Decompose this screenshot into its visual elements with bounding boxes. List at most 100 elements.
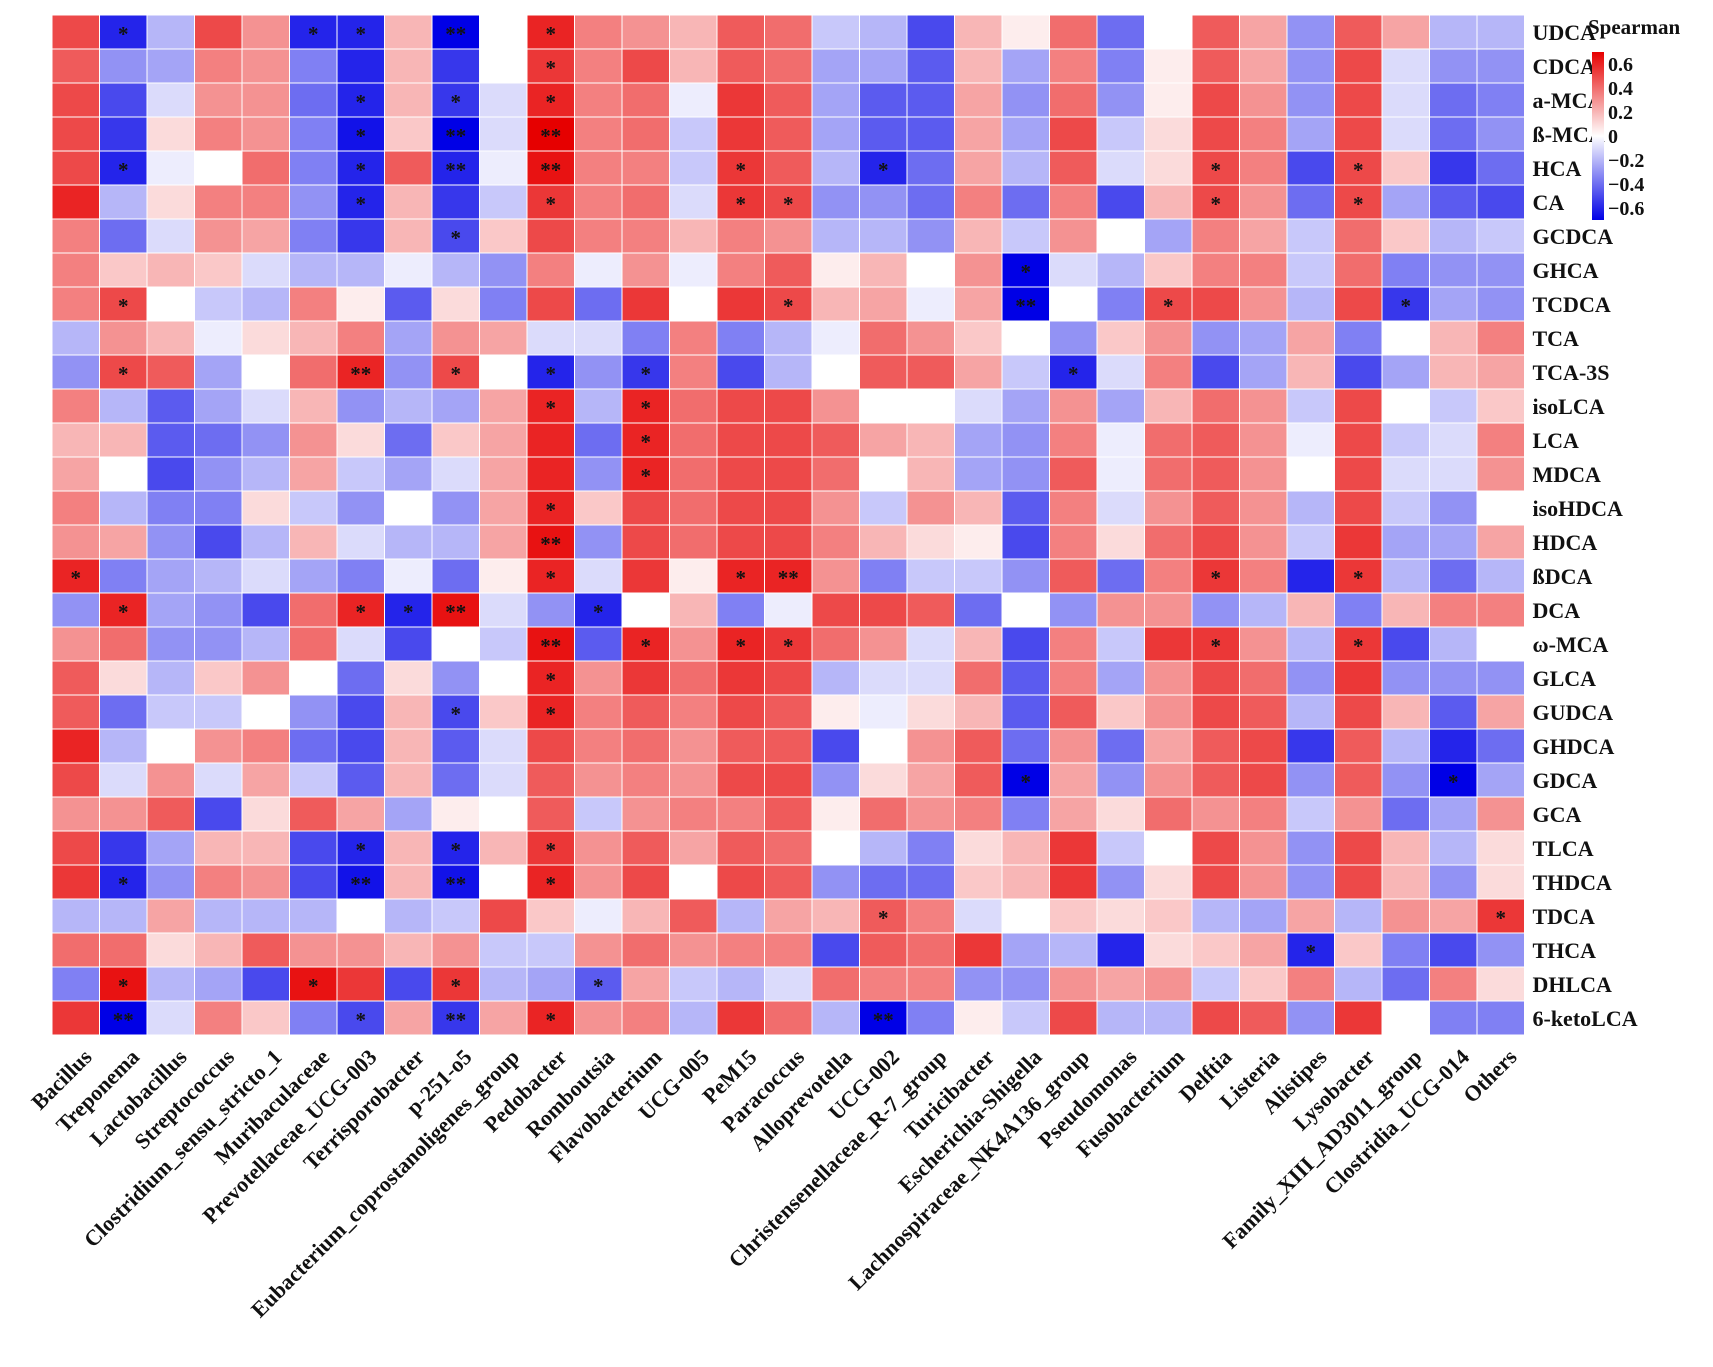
heatmap-cell <box>1239 48 1288 84</box>
heatmap-cell <box>51 422 100 458</box>
heatmap-cell <box>289 354 338 390</box>
heatmap-cell <box>764 898 813 934</box>
heatmap-cell <box>51 694 100 730</box>
heatmap-cell <box>336 524 385 560</box>
heatmap-cell <box>859 184 908 220</box>
heatmap-cell <box>1381 660 1430 696</box>
heatmap-cell <box>1334 524 1383 560</box>
heatmap-cell <box>146 14 195 50</box>
heatmap-cell <box>479 218 528 254</box>
heatmap-cell <box>574 150 623 186</box>
heatmap-cell <box>336 592 385 628</box>
heatmap-cell <box>906 490 955 526</box>
heatmap-cell <box>669 82 718 118</box>
significance-mark: * <box>71 566 82 590</box>
heatmap-cell <box>1286 354 1335 390</box>
heatmap-cell <box>526 932 575 968</box>
row-label: TCA <box>1533 326 1580 351</box>
heatmap-cell <box>1191 14 1240 50</box>
heatmap-cell <box>146 286 195 322</box>
heatmap-cell <box>716 48 765 84</box>
heatmap-cell <box>99 966 148 1002</box>
heatmap-cell <box>1096 490 1145 526</box>
heatmap-cell <box>669 626 718 662</box>
significance-mark: * <box>736 158 747 182</box>
heatmap-cell <box>1381 150 1430 186</box>
significance-mark: * <box>1068 362 1079 386</box>
heatmap-cell <box>1001 388 1050 424</box>
heatmap-cell <box>289 626 338 662</box>
heatmap-cell <box>811 864 860 900</box>
heatmap-cell <box>621 184 670 220</box>
heatmap-cell <box>811 762 860 798</box>
heatmap-cell <box>1191 388 1240 424</box>
heatmap-cell <box>669 796 718 832</box>
heatmap-cell <box>1001 932 1050 968</box>
heatmap-cell <box>1191 456 1240 492</box>
significance-mark: * <box>878 158 889 182</box>
significance-mark: ** <box>445 872 466 896</box>
heatmap-cell <box>1476 898 1525 934</box>
heatmap-cell <box>716 592 765 628</box>
heatmap-cell <box>1144 864 1193 900</box>
significance-mark: * <box>641 464 652 488</box>
heatmap-cell <box>1476 82 1525 118</box>
heatmap-cell <box>1476 490 1525 526</box>
significance-mark: * <box>1353 192 1364 216</box>
heatmap-cell <box>1191 422 1240 458</box>
heatmap-cell <box>194 184 243 220</box>
heatmap-cell <box>764 592 813 628</box>
heatmap-cell <box>1096 252 1145 288</box>
heatmap-cell <box>146 728 195 764</box>
heatmap-cell <box>859 966 908 1002</box>
heatmap-cell <box>194 218 243 254</box>
heatmap-cell <box>51 796 100 832</box>
heatmap-cell <box>1096 116 1145 152</box>
heatmap-cell <box>194 762 243 798</box>
heatmap-cell <box>811 320 860 356</box>
heatmap-cell <box>716 660 765 696</box>
heatmap-cell <box>811 184 860 220</box>
heatmap-cell <box>1476 1000 1525 1036</box>
significance-mark: * <box>546 56 557 80</box>
heatmap-cell <box>1286 184 1335 220</box>
heatmap-cell <box>1476 286 1525 322</box>
row-labels: UDCACDCAa-MCAß-MCAHCACAGCDCAGHCATCDCATCA… <box>1533 20 1638 1031</box>
heatmap-cell <box>621 116 670 152</box>
heatmap-cell <box>51 864 100 900</box>
significance-mark: ** <box>350 362 371 386</box>
heatmap-cell <box>1381 762 1430 798</box>
significance-mark: ** <box>873 1008 894 1032</box>
heatmap-cell <box>99 626 148 662</box>
heatmap-cell <box>669 388 718 424</box>
heatmap-cell <box>1334 966 1383 1002</box>
significance-mark: * <box>1306 940 1317 964</box>
heatmap-cell <box>1001 694 1050 730</box>
heatmap-cell <box>99 490 148 526</box>
heatmap-cell <box>146 116 195 152</box>
heatmap-cell <box>1429 932 1478 968</box>
heatmap-cell <box>1334 456 1383 492</box>
significance-mark: ** <box>113 1008 134 1032</box>
heatmap-cell <box>384 82 433 118</box>
heatmap-cell <box>479 898 528 934</box>
significance-mark: * <box>356 124 367 148</box>
heatmap-cell <box>1001 456 1050 492</box>
heatmap-cell <box>1191 898 1240 934</box>
heatmap-cell <box>1476 116 1525 152</box>
heatmap-cell <box>716 762 765 798</box>
significance-mark: * <box>1401 294 1412 318</box>
heatmap-cell <box>954 966 1003 1002</box>
heatmap-cell <box>764 932 813 968</box>
legend-tick-label: 0.6 <box>1608 54 1633 76</box>
heatmap-cell <box>384 388 433 424</box>
heatmap-cell <box>241 116 290 152</box>
heatmap-cell <box>1334 422 1383 458</box>
heatmap-cell <box>51 456 100 492</box>
heatmap-cell <box>479 184 528 220</box>
heatmap-cell <box>384 150 433 186</box>
heatmap-cell <box>51 762 100 798</box>
heatmap-cell <box>1334 932 1383 968</box>
heatmap-cell <box>811 694 860 730</box>
heatmap-cell <box>859 524 908 560</box>
